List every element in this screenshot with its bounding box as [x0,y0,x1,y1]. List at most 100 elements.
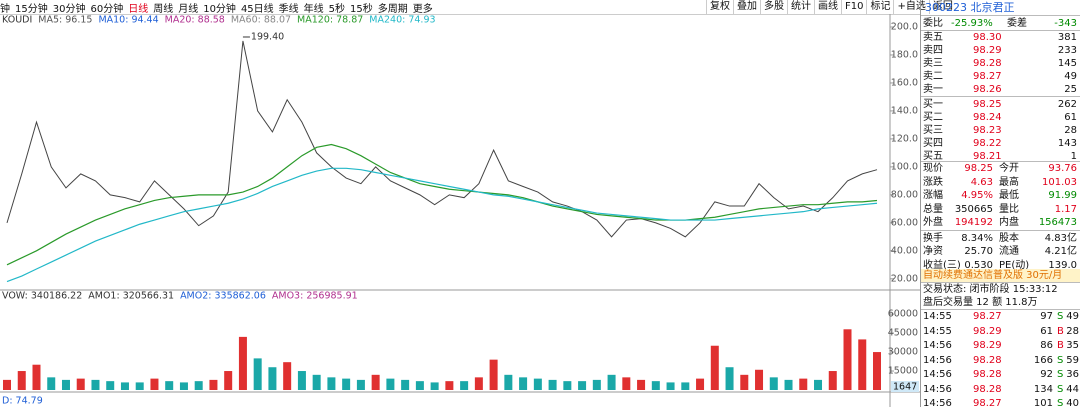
toolbar-tab[interactable]: 45日线 [240,3,274,15]
volume-bar [268,367,277,390]
count: 36 [1066,369,1079,380]
toolbar-tab[interactable]: 5秒 [328,3,346,15]
y-tick-label: 30000 [888,347,918,358]
price: 98.27 [973,71,1002,82]
volume-bar [799,378,808,390]
price: 98.28 [973,58,1002,69]
volume-bar [489,359,498,390]
quantity: 233 [1057,45,1077,56]
volume-bar [47,377,56,390]
volume-bar [327,377,336,390]
label: 现价 [923,163,943,174]
legend-entry: KOUDI [2,15,32,26]
side: S [1057,369,1064,380]
volume-bar [651,381,660,390]
stock-title: 300223 北京君正 [925,1,1015,14]
legend-entry: MA20: 88.58 [165,15,225,26]
panel-row: 自动续费通达信普及版 30元/月 [921,269,1080,282]
toolbar-tab[interactable]: 多周期 [377,3,408,15]
volume-bar [725,367,734,390]
count: 44 [1066,383,1079,395]
toolbar-button[interactable]: 叠加 [733,0,760,14]
toolbar-tab[interactable]: 15秒 [350,3,373,15]
toolbar-tab[interactable]: 15分钟 [15,3,48,15]
label: 涨跌 [923,176,943,188]
quantity: 61 [1064,112,1077,123]
legend-entry: MA5: 96.15 [38,15,92,26]
toolbar-tab[interactable]: 月线 [178,3,199,15]
volume: 134 [1033,383,1053,395]
time: 14:56 [923,398,952,407]
current-label: 1647 [893,382,917,393]
toolbar-tab[interactable]: 更多 [412,3,433,15]
y-tick-label: 60000 [888,309,918,320]
label: 买五 [923,151,943,162]
toolbar-tab[interactable]: 季线 [278,3,299,15]
chart-area: KOUDI MA5: 96.15 MA10: 94.44 MA20: 88.58 MA6… [0,14,920,407]
volume-bar [297,371,306,390]
toolbar-tab[interactable]: 30分钟 [52,3,86,15]
toolbar-button[interactable]: 多股 [760,0,787,14]
y-tick-label: 180.0 [891,49,918,60]
side: B [1057,325,1064,337]
banner[interactable]: 自动续费通达信普及版 30元/月 [923,270,1063,281]
y-tick-label: 160.0 [891,77,918,88]
label: 外盘 [923,217,943,228]
toolbar-tab[interactable]: 日线 [128,3,149,15]
toolbar-tab[interactable]: 周线 [153,3,174,15]
volume-bar [828,371,837,390]
volume-bar [592,379,601,390]
toolbar-button[interactable]: F10 [841,0,866,14]
price: 98.23 [973,125,1002,136]
after-hours: 盘后交易量 12 额 11.8万 [923,297,1038,308]
label: 买二 [923,112,943,123]
label: 卖三 [923,58,943,69]
volume-bar [415,381,424,390]
toolbar-tab[interactable]: 年线 [303,3,324,15]
price: 98.25 [973,99,1002,110]
price-line [6,40,878,238]
label: PE(动) [999,259,1030,271]
volume-bar [150,378,159,390]
volume-bar [710,345,719,390]
legend-entry: MA240: 74.93 [369,15,435,26]
volume-bar [120,382,129,390]
toolbar-tab[interactable]: 钟 [0,3,10,15]
volume-bar [460,381,469,390]
toolbar-button[interactable]: 画线 [814,0,841,14]
label: 买四 [923,138,943,149]
count: 49 [1066,311,1079,322]
price: 98.29 [973,45,1002,56]
volume: 101 [1033,398,1053,407]
quantity: 145 [1057,58,1077,69]
panel-row: 涨幅 4.95% 最低 91.99 [921,189,1080,202]
volume-bar [769,377,778,390]
value: 93.76 [1048,163,1077,174]
toolbar-button[interactable]: 统计 [787,0,814,14]
legend-entry: MA60: 88.07 [231,15,291,26]
y-tick-label: 20.00 [891,273,918,284]
panel-row: 14:55 98.27 97 S 49 [921,310,1080,323]
price: 98.27 [973,398,1002,407]
panel-row: 买四 98.22 143 [921,137,1080,150]
toolbar-button[interactable]: 复权 [706,0,733,14]
toolbar-button[interactable]: 标记 [866,0,893,14]
count: 40 [1066,398,1079,407]
side: S [1057,398,1064,407]
toolbar-tab[interactable]: 60分钟 [90,3,124,15]
toolbar-button[interactable]: +自选 [893,0,928,14]
time: 14:56 [923,340,952,351]
volume-bar [401,379,410,390]
panel-row: 现价 98.25 今开 93.76 [921,162,1080,175]
volume-bar [533,378,542,390]
label: 委差 [1007,18,1027,29]
panel-row: 外盘 194192 内盘 156473 [921,216,1080,229]
panel-row: 14:56 98.28 166 S 59 [921,354,1080,367]
volume-bar [386,378,395,390]
toolbar-tab[interactable]: 10分钟 [203,3,236,15]
y-tick-label: 80.00 [891,189,918,200]
toolbar-button[interactable]: 返回 [928,0,956,14]
label: 收益(三) [923,259,961,271]
y-tick-label: 60.00 [891,217,918,228]
panel-row: 涨跌 4.63 最高 101.03 [921,176,1080,189]
